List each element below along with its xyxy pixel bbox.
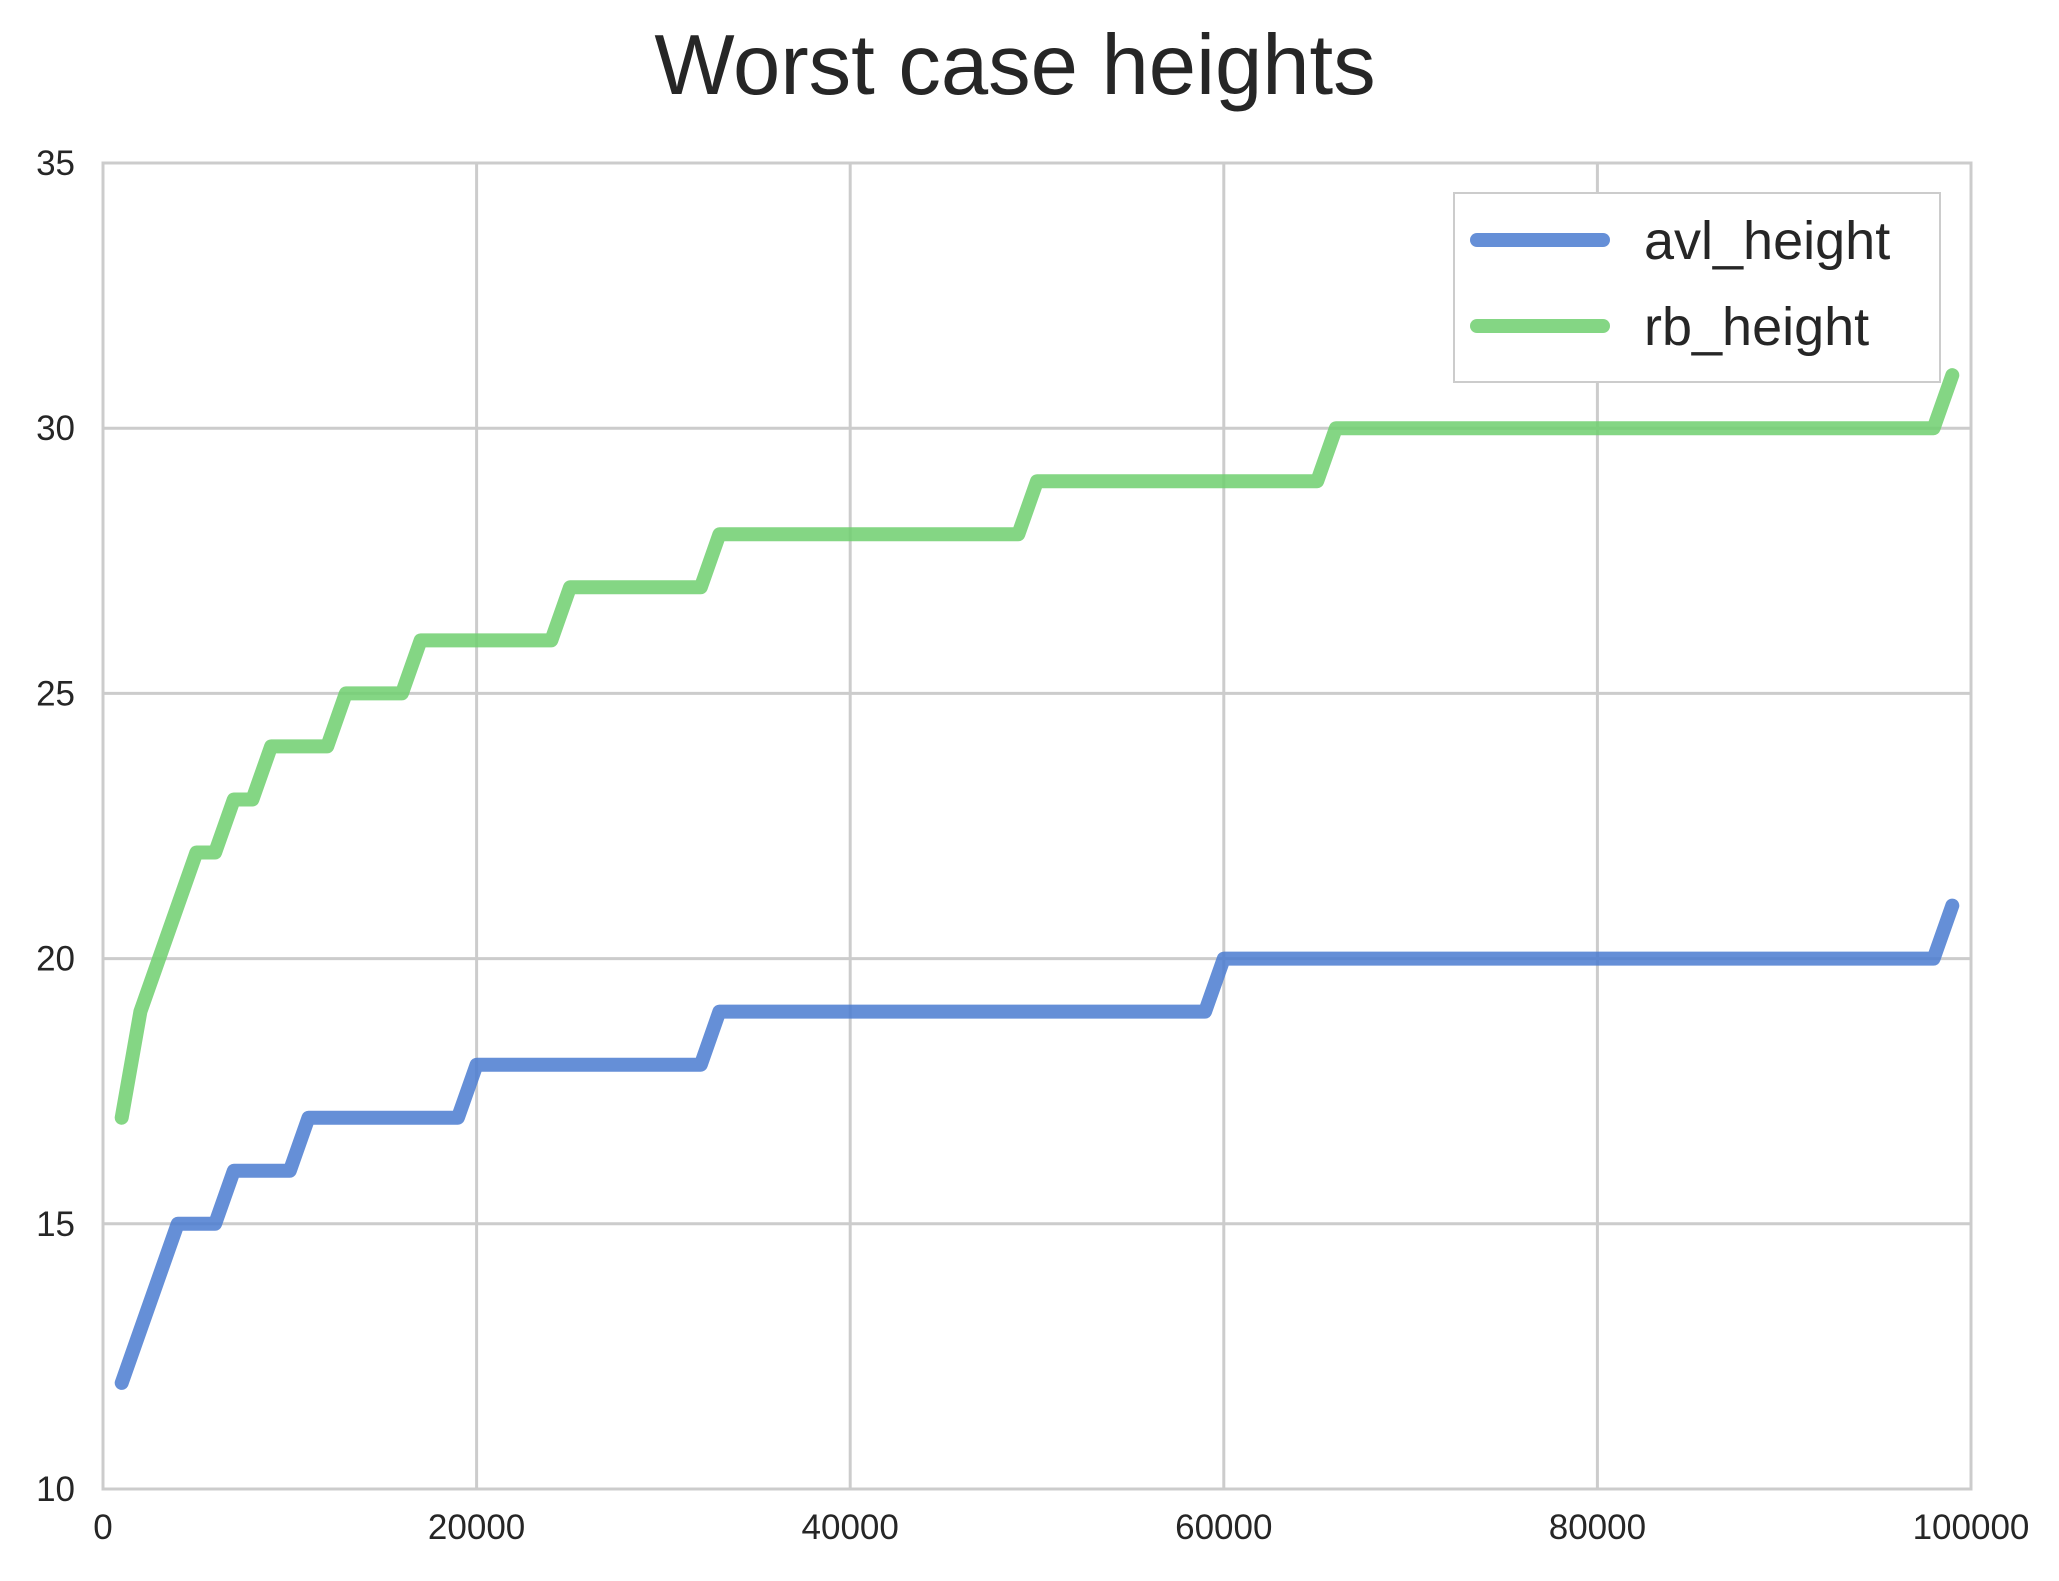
x-tick-label: 0 xyxy=(93,1508,112,1547)
y-tick-label: 25 xyxy=(36,674,75,713)
x-axis-tick-labels: 0 20000 40000 60000 80000 100000 xyxy=(93,1508,2029,1547)
y-tick-label: 20 xyxy=(36,940,75,979)
legend: avl_height rb_height xyxy=(1453,192,1941,383)
y-axis-tick-labels: 10 15 20 25 30 35 xyxy=(36,144,75,1509)
legend-label: avl_height xyxy=(1644,211,1890,271)
legend-box xyxy=(1453,192,1941,383)
y-tick-label: 30 xyxy=(36,409,75,448)
plot-area-frame xyxy=(101,161,1973,1491)
series-lines xyxy=(114,368,1960,1390)
x-tick-label: 40000 xyxy=(802,1508,899,1547)
y-tick-label: 35 xyxy=(36,144,75,183)
x-tick-label: 20000 xyxy=(428,1508,525,1547)
y-tick-label: 10 xyxy=(36,1470,75,1509)
y-tick-label: 15 xyxy=(36,1205,75,1244)
series-line-rb-height xyxy=(114,368,1960,1125)
x-tick-label: 100000 xyxy=(1913,1508,2030,1547)
x-tick-label: 80000 xyxy=(1549,1508,1646,1547)
x-tick-label: 60000 xyxy=(1175,1508,1272,1547)
series-line-avl-height xyxy=(114,898,1960,1390)
legend-label: rb_height xyxy=(1644,297,1869,357)
chart-title: Worst case heights xyxy=(654,18,1375,113)
